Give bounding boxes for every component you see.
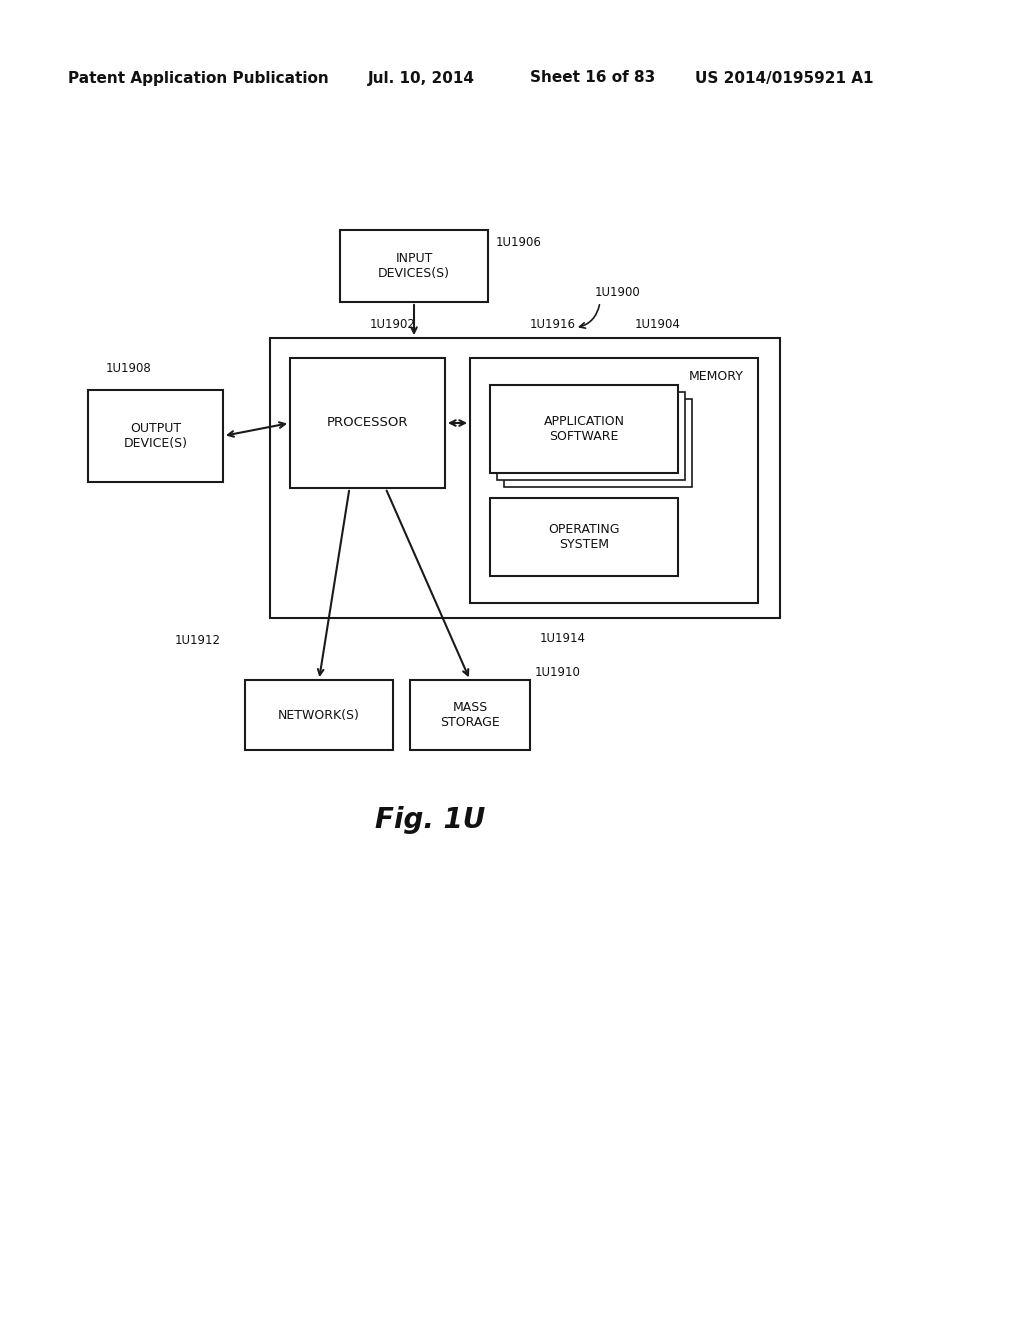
Text: 1U1904: 1U1904 (635, 318, 681, 331)
Text: OUTPUT
DEVICE(S): OUTPUT DEVICE(S) (124, 422, 187, 450)
Text: 1U1910: 1U1910 (535, 665, 581, 678)
Text: MASS
STORAGE: MASS STORAGE (440, 701, 500, 729)
Bar (290, 358, 445, 488)
Text: 1U1916: 1U1916 (530, 318, 575, 331)
Bar (490, 385, 678, 473)
Text: 1U1900: 1U1900 (595, 285, 641, 298)
Bar (245, 680, 393, 750)
Text: OPERATING
SYSTEM: OPERATING SYSTEM (548, 523, 620, 550)
Bar (490, 498, 678, 576)
Bar (470, 358, 758, 603)
Text: PROCESSOR: PROCESSOR (327, 417, 409, 429)
Text: APPLICATION
SOFTWARE: APPLICATION SOFTWARE (544, 414, 625, 444)
Bar (497, 392, 685, 480)
Text: Patent Application Publication: Patent Application Publication (68, 70, 329, 86)
Text: NETWORK(S): NETWORK(S) (279, 709, 360, 722)
Text: 1U1908: 1U1908 (106, 362, 152, 375)
Text: Jul. 10, 2014: Jul. 10, 2014 (368, 70, 475, 86)
Text: 1U1912: 1U1912 (175, 634, 221, 647)
Text: 1U1906: 1U1906 (496, 235, 542, 248)
Text: 1U1902: 1U1902 (370, 318, 416, 331)
Bar (504, 399, 692, 487)
Bar (88, 389, 223, 482)
Bar (270, 338, 780, 618)
Text: MEMORY: MEMORY (688, 370, 743, 383)
Bar (410, 680, 530, 750)
Text: 1U1914: 1U1914 (540, 631, 586, 644)
Text: INPUT
DEVICES(S): INPUT DEVICES(S) (378, 252, 450, 280)
Text: Fig. 1U: Fig. 1U (375, 807, 485, 834)
Text: Sheet 16 of 83: Sheet 16 of 83 (530, 70, 655, 86)
Text: US 2014/0195921 A1: US 2014/0195921 A1 (695, 70, 873, 86)
Bar (340, 230, 488, 302)
